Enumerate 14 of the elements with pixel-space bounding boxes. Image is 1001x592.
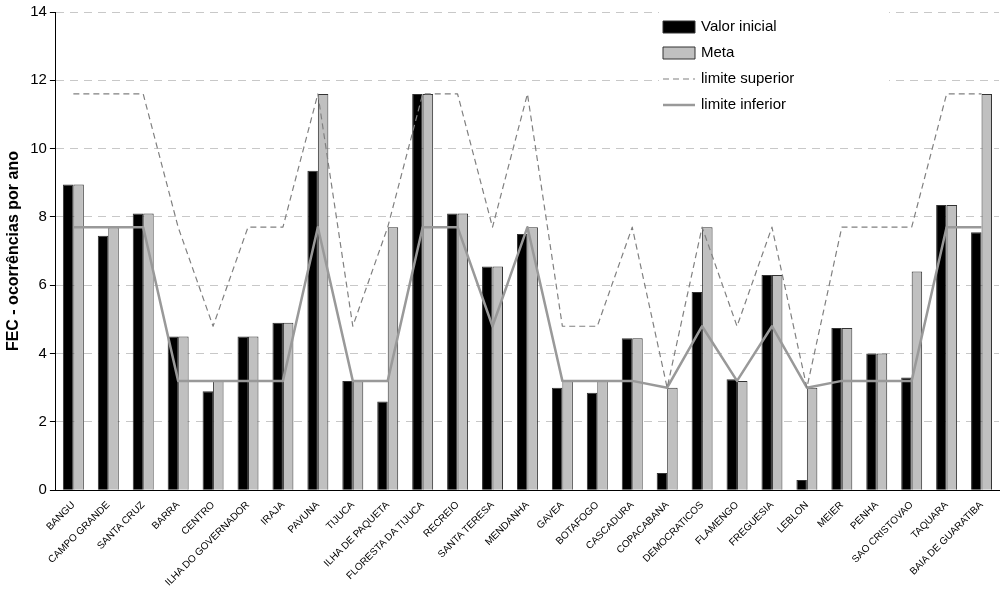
y-tick-label: 6 (38, 275, 47, 293)
y-tick-label: 10 (30, 138, 47, 156)
y-tick-label: 12 (30, 70, 47, 88)
y-tick-label: 0 (38, 480, 47, 498)
y-tick-label: 4 (38, 343, 47, 361)
legend-label: Meta (701, 43, 735, 61)
y-axis-title: FEC - ocorrências por ano (4, 150, 22, 352)
legend-label: Valor inicial (701, 17, 777, 35)
legend-label: limite inferior (701, 95, 787, 113)
legend-label: limite superior (701, 69, 795, 87)
line-series (72, 93, 983, 389)
y-tick-label: 8 (38, 207, 47, 225)
y-tick-label: 2 (38, 412, 47, 430)
y-tick-label: 14 (30, 2, 47, 20)
